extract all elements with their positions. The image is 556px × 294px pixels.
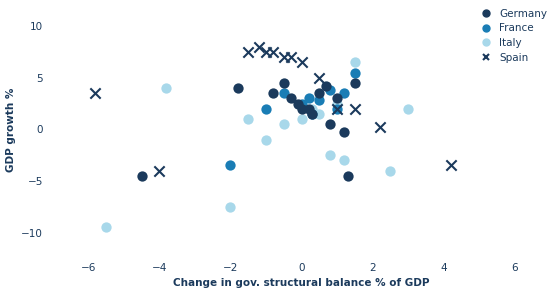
Point xyxy=(375,125,384,130)
Point xyxy=(446,163,455,168)
Point xyxy=(315,91,324,96)
Point xyxy=(279,81,288,85)
Point xyxy=(261,50,270,54)
Point xyxy=(297,101,306,106)
Point xyxy=(308,111,317,116)
Point xyxy=(269,50,277,54)
Point xyxy=(326,122,335,126)
Point xyxy=(344,173,353,178)
Point xyxy=(350,106,359,111)
Point xyxy=(332,96,341,101)
Point xyxy=(102,225,111,230)
Point xyxy=(297,117,306,121)
Point xyxy=(315,111,324,116)
Point xyxy=(261,137,270,142)
Point xyxy=(269,91,277,96)
Point xyxy=(286,96,295,101)
Point xyxy=(315,76,324,80)
Point xyxy=(340,130,349,135)
Point xyxy=(279,55,288,59)
Point xyxy=(279,122,288,126)
Point xyxy=(244,117,252,121)
Point xyxy=(332,106,341,111)
Point xyxy=(315,98,324,103)
Point xyxy=(226,163,235,168)
Point xyxy=(304,106,313,111)
Point xyxy=(286,55,295,59)
Point xyxy=(308,111,317,116)
Point xyxy=(137,173,146,178)
Point xyxy=(340,91,349,96)
Point xyxy=(255,44,264,49)
X-axis label: Change in gov. structural balance % of GDP: Change in gov. structural balance % of G… xyxy=(173,278,430,288)
Point xyxy=(350,60,359,65)
Point xyxy=(350,81,359,85)
Point xyxy=(226,204,235,209)
Point xyxy=(326,153,335,158)
Point xyxy=(233,86,242,91)
Point xyxy=(162,86,171,91)
Point xyxy=(386,168,395,173)
Point xyxy=(244,50,252,54)
Point xyxy=(261,106,270,111)
Y-axis label: GDP growth %: GDP growth % xyxy=(6,87,16,171)
Point xyxy=(332,106,341,111)
Point xyxy=(326,88,335,93)
Point xyxy=(404,106,413,111)
Point xyxy=(91,91,100,96)
Point xyxy=(155,168,164,173)
Point xyxy=(279,91,288,96)
Point xyxy=(297,60,306,65)
Point xyxy=(332,101,341,106)
Point xyxy=(294,101,302,106)
Point xyxy=(350,70,359,75)
Point xyxy=(340,158,349,163)
Point xyxy=(297,106,306,111)
Point xyxy=(304,96,313,101)
Point xyxy=(308,106,317,111)
Point xyxy=(322,84,331,88)
Legend: Germany, France, Italy, Spain: Germany, France, Italy, Spain xyxy=(475,9,547,63)
